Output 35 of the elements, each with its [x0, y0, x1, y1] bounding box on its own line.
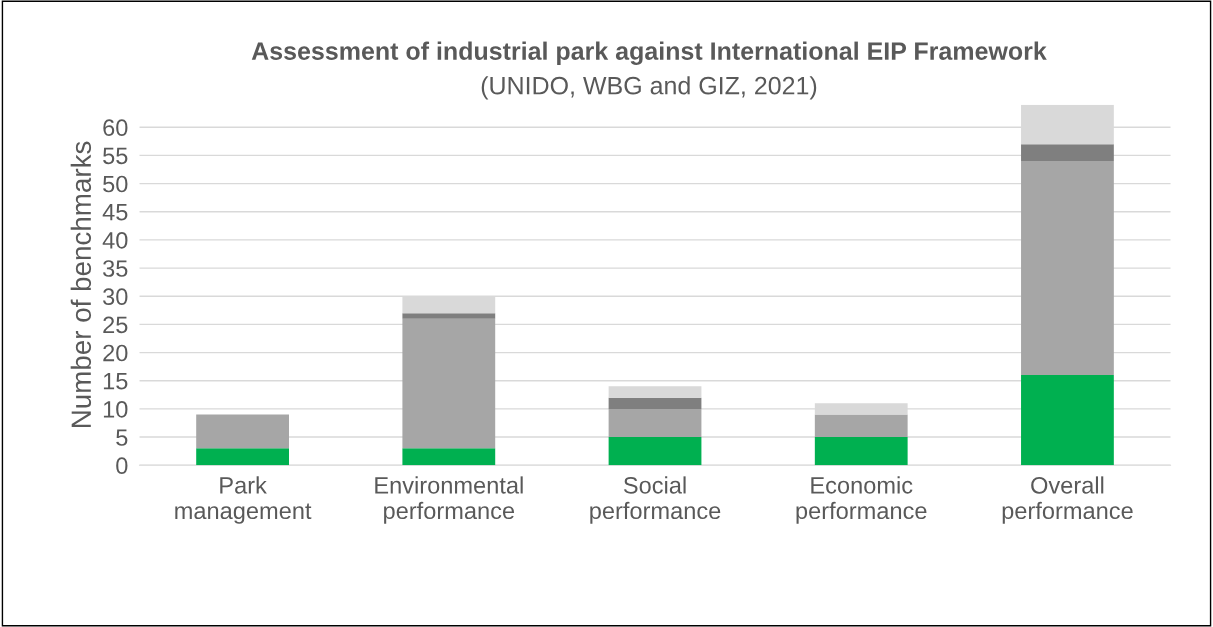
bar [402, 313, 496, 319]
y-tick-label: 50 [103, 175, 128, 193]
bar [608, 397, 702, 409]
y-tick-label: 10 [103, 400, 128, 418]
y-tick-label: 35 [103, 260, 128, 277]
y-tick-label: 0 [116, 457, 128, 475]
bar [608, 386, 702, 398]
bar [608, 437, 702, 466]
x-tick-label: Overall performance [1002, 476, 1133, 524]
bar [814, 437, 908, 466]
bar [814, 414, 908, 438]
y-tick-label: 60 [103, 119, 128, 137]
bar [196, 448, 289, 466]
x-tick-label: Social performance [590, 476, 721, 524]
chart-subtitle: (UNIDO, WBG and GIZ, 2021) [481, 76, 817, 100]
y-axis-title: Number of benchmarks [70, 141, 92, 428]
bar [1021, 375, 1114, 466]
x-tick-label: Economic performance [796, 476, 927, 524]
y-tick-label: 25 [103, 316, 128, 334]
bar [608, 408, 702, 438]
y-tick-label: 20 [103, 344, 128, 362]
bar [1021, 144, 1114, 162]
y-tick-label: 45 [102, 204, 128, 221]
chart-title: Assessment of industrial park against International EIP Framework [251, 41, 1047, 65]
bar [402, 448, 496, 466]
y-tick-label: 5 [116, 429, 128, 446]
y-tick-label: 40 [102, 231, 128, 249]
x-tick-label: Environmental performance [375, 476, 523, 524]
y-tick-label: 30 [103, 288, 128, 306]
x-tick-label: Park management [175, 476, 312, 524]
y-tick-label: 55 [103, 147, 128, 165]
bar [402, 318, 496, 449]
bar [1021, 161, 1114, 376]
y-tick-label: 15 [103, 373, 128, 390]
bar [196, 414, 289, 449]
